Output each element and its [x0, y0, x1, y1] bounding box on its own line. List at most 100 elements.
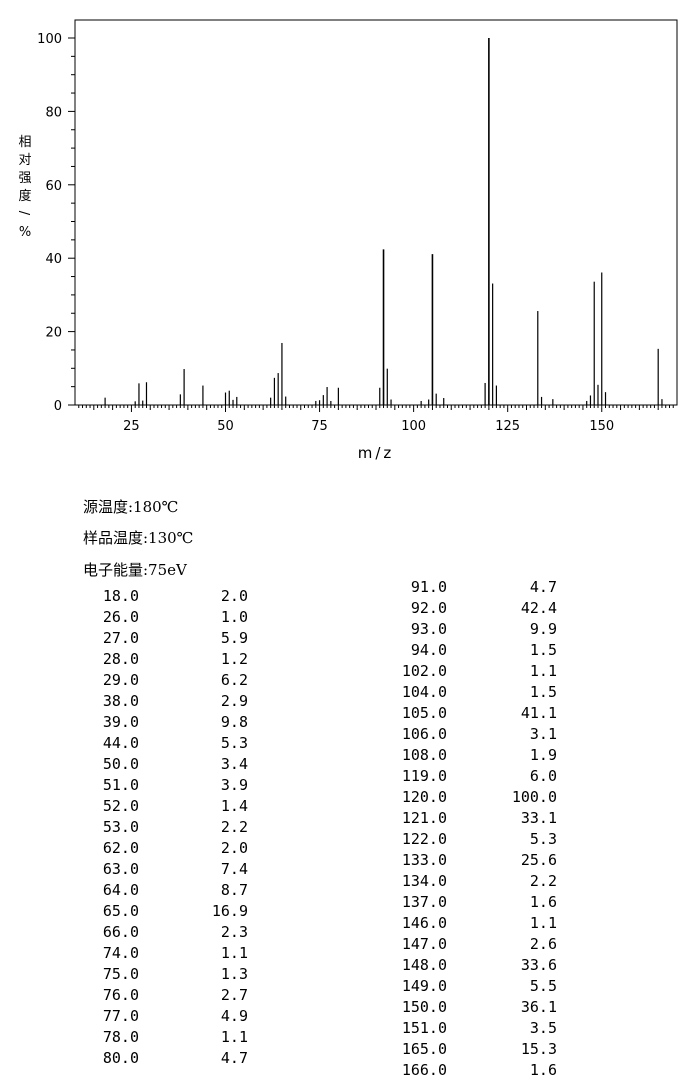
- peak-mz: 119.0: [401, 767, 447, 785]
- peak-row: 63.0 7.4: [60, 859, 260, 880]
- peak-row: 165.0 15.3: [360, 1039, 570, 1060]
- peak-intensity: 42.4: [520, 599, 557, 617]
- peak-row: 76.0 2.7: [60, 985, 260, 1006]
- peak-mz: 27.0: [102, 629, 139, 647]
- peak-mz: 63.0: [102, 860, 139, 878]
- peak-intensity: 4.7: [220, 1049, 248, 1067]
- peak-row: 93.0 9.9: [360, 619, 570, 640]
- peak-row: 80.0 4.7: [60, 1048, 260, 1069]
- peak-row: 38.0 2.9: [60, 691, 260, 712]
- peak-mz: 148.0: [401, 956, 447, 974]
- peak-intensity: 4.9: [220, 1007, 248, 1025]
- peak-intensity: 5.5: [529, 977, 557, 995]
- x-tick-label: 150: [589, 419, 614, 434]
- peak-mz: 108.0: [401, 746, 447, 764]
- peak-mz: 105.0: [401, 704, 447, 722]
- y-tick-label: 20: [45, 326, 62, 341]
- peak-row: 122.0 5.3: [360, 829, 570, 850]
- peak-mz: 44.0: [102, 734, 139, 752]
- peak-mz: 74.0: [102, 944, 139, 962]
- peak-mz: 93.0: [410, 620, 447, 638]
- peak-intensity: 6.2: [220, 671, 248, 689]
- peak-mz: 76.0: [102, 986, 139, 1004]
- peak-row: 121.0 33.1: [360, 808, 570, 829]
- peak-table-right: 91.0 4.7 92.0 42.4 93.0 9.9 94.0 1.5 102.0 1.1 104…: [360, 577, 570, 1081]
- peak-row: 62.0 2.0: [60, 838, 260, 859]
- peak-row: 146.0 1.1: [360, 913, 570, 934]
- peak-mz: 92.0: [410, 599, 447, 617]
- peak-row: 26.0 1.0: [60, 607, 260, 628]
- peak-intensity: 2.3: [220, 923, 248, 941]
- peak-row: 51.0 3.9: [60, 775, 260, 796]
- y-tick-label: 0: [54, 399, 62, 414]
- peak-row: 27.0 5.9: [60, 628, 260, 649]
- peak-intensity: 8.7: [220, 881, 248, 899]
- peak-row: 148.0 33.6: [360, 955, 570, 976]
- peak-intensity: 3.4: [220, 755, 248, 773]
- peak-mz: 80.0: [102, 1049, 139, 1067]
- peak-row: 52.0 1.4: [60, 796, 260, 817]
- peak-mz: 62.0: [102, 839, 139, 857]
- peak-mz: 150.0: [401, 998, 447, 1016]
- peak-intensity: 1.6: [529, 893, 557, 911]
- peak-intensity: 7.4: [220, 860, 248, 878]
- peak-intensity: 1.1: [220, 944, 248, 962]
- peak-row: 53.0 2.2: [60, 817, 260, 838]
- peak-intensity: 2.0: [220, 587, 248, 605]
- peak-intensity: 3.9: [220, 776, 248, 794]
- peak-mz: 64.0: [102, 881, 139, 899]
- peak-row: 119.0 6.0: [360, 766, 570, 787]
- peak-row: 44.0 5.3: [60, 733, 260, 754]
- peak-mz: 166.0: [401, 1061, 447, 1079]
- peak-mz: 106.0: [401, 725, 447, 743]
- peak-row: 66.0 2.3: [60, 922, 260, 943]
- peak-row: 134.0 2.2: [360, 871, 570, 892]
- x-tick-label: 100: [401, 419, 426, 434]
- peak-mz: 38.0: [102, 692, 139, 710]
- peak-row: 106.0 3.1: [360, 724, 570, 745]
- peak-row: 77.0 4.9: [60, 1006, 260, 1027]
- peak-row: 137.0 1.6: [360, 892, 570, 913]
- y-tick-label: 60: [45, 179, 62, 194]
- peak-intensity: 100.0: [511, 788, 557, 806]
- x-tick-label: 75: [311, 419, 328, 434]
- peak-mz: 78.0: [102, 1028, 139, 1046]
- peak-intensity: 1.3: [220, 965, 248, 983]
- peak-intensity: 1.4: [220, 797, 248, 815]
- condition-electron-energy: 电子能量:75eV: [83, 561, 187, 579]
- peak-mz: 29.0: [102, 671, 139, 689]
- condition-source-temp: 源温度:180℃: [83, 498, 179, 516]
- y-axis-title-char: /: [16, 211, 31, 216]
- x-tick-label: 125: [495, 419, 520, 434]
- x-axis-title: m/z: [358, 444, 395, 462]
- peak-row: 104.0 1.5: [360, 682, 570, 703]
- peak-intensity: 3.1: [529, 725, 557, 743]
- peak-mz: 104.0: [401, 683, 447, 701]
- peak-row: 29.0 6.2: [60, 670, 260, 691]
- peak-mz: 91.0: [410, 578, 447, 596]
- y-axis-title-char: 度: [18, 188, 31, 204]
- peak-mz: 121.0: [401, 809, 447, 827]
- peak-mz: 39.0: [102, 713, 139, 731]
- peak-intensity: 5.3: [529, 830, 557, 848]
- y-axis-title-char: 相: [18, 135, 31, 150]
- peak-mz: 146.0: [401, 914, 447, 932]
- peak-intensity: 9.9: [529, 620, 557, 638]
- peak-intensity: 2.0: [220, 839, 248, 857]
- peak-mz: 94.0: [410, 641, 447, 659]
- peak-mz: 151.0: [401, 1019, 447, 1037]
- peak-intensity: 2.7: [220, 986, 248, 1004]
- peak-mz: 51.0: [102, 776, 139, 794]
- peak-mz: 165.0: [401, 1040, 447, 1058]
- peak-intensity: 36.1: [520, 998, 557, 1016]
- peak-intensity: 33.1: [520, 809, 557, 827]
- peak-mz: 137.0: [401, 893, 447, 911]
- peak-row: 105.0 41.1: [360, 703, 570, 724]
- peak-mz: 52.0: [102, 797, 139, 815]
- peak-mz: 26.0: [102, 608, 139, 626]
- peak-row: 39.0 9.8: [60, 712, 260, 733]
- peak-row: 120.0 100.0: [360, 787, 570, 808]
- y-tick-label: 100: [37, 32, 62, 47]
- peak-row: 94.0 1.5: [360, 640, 570, 661]
